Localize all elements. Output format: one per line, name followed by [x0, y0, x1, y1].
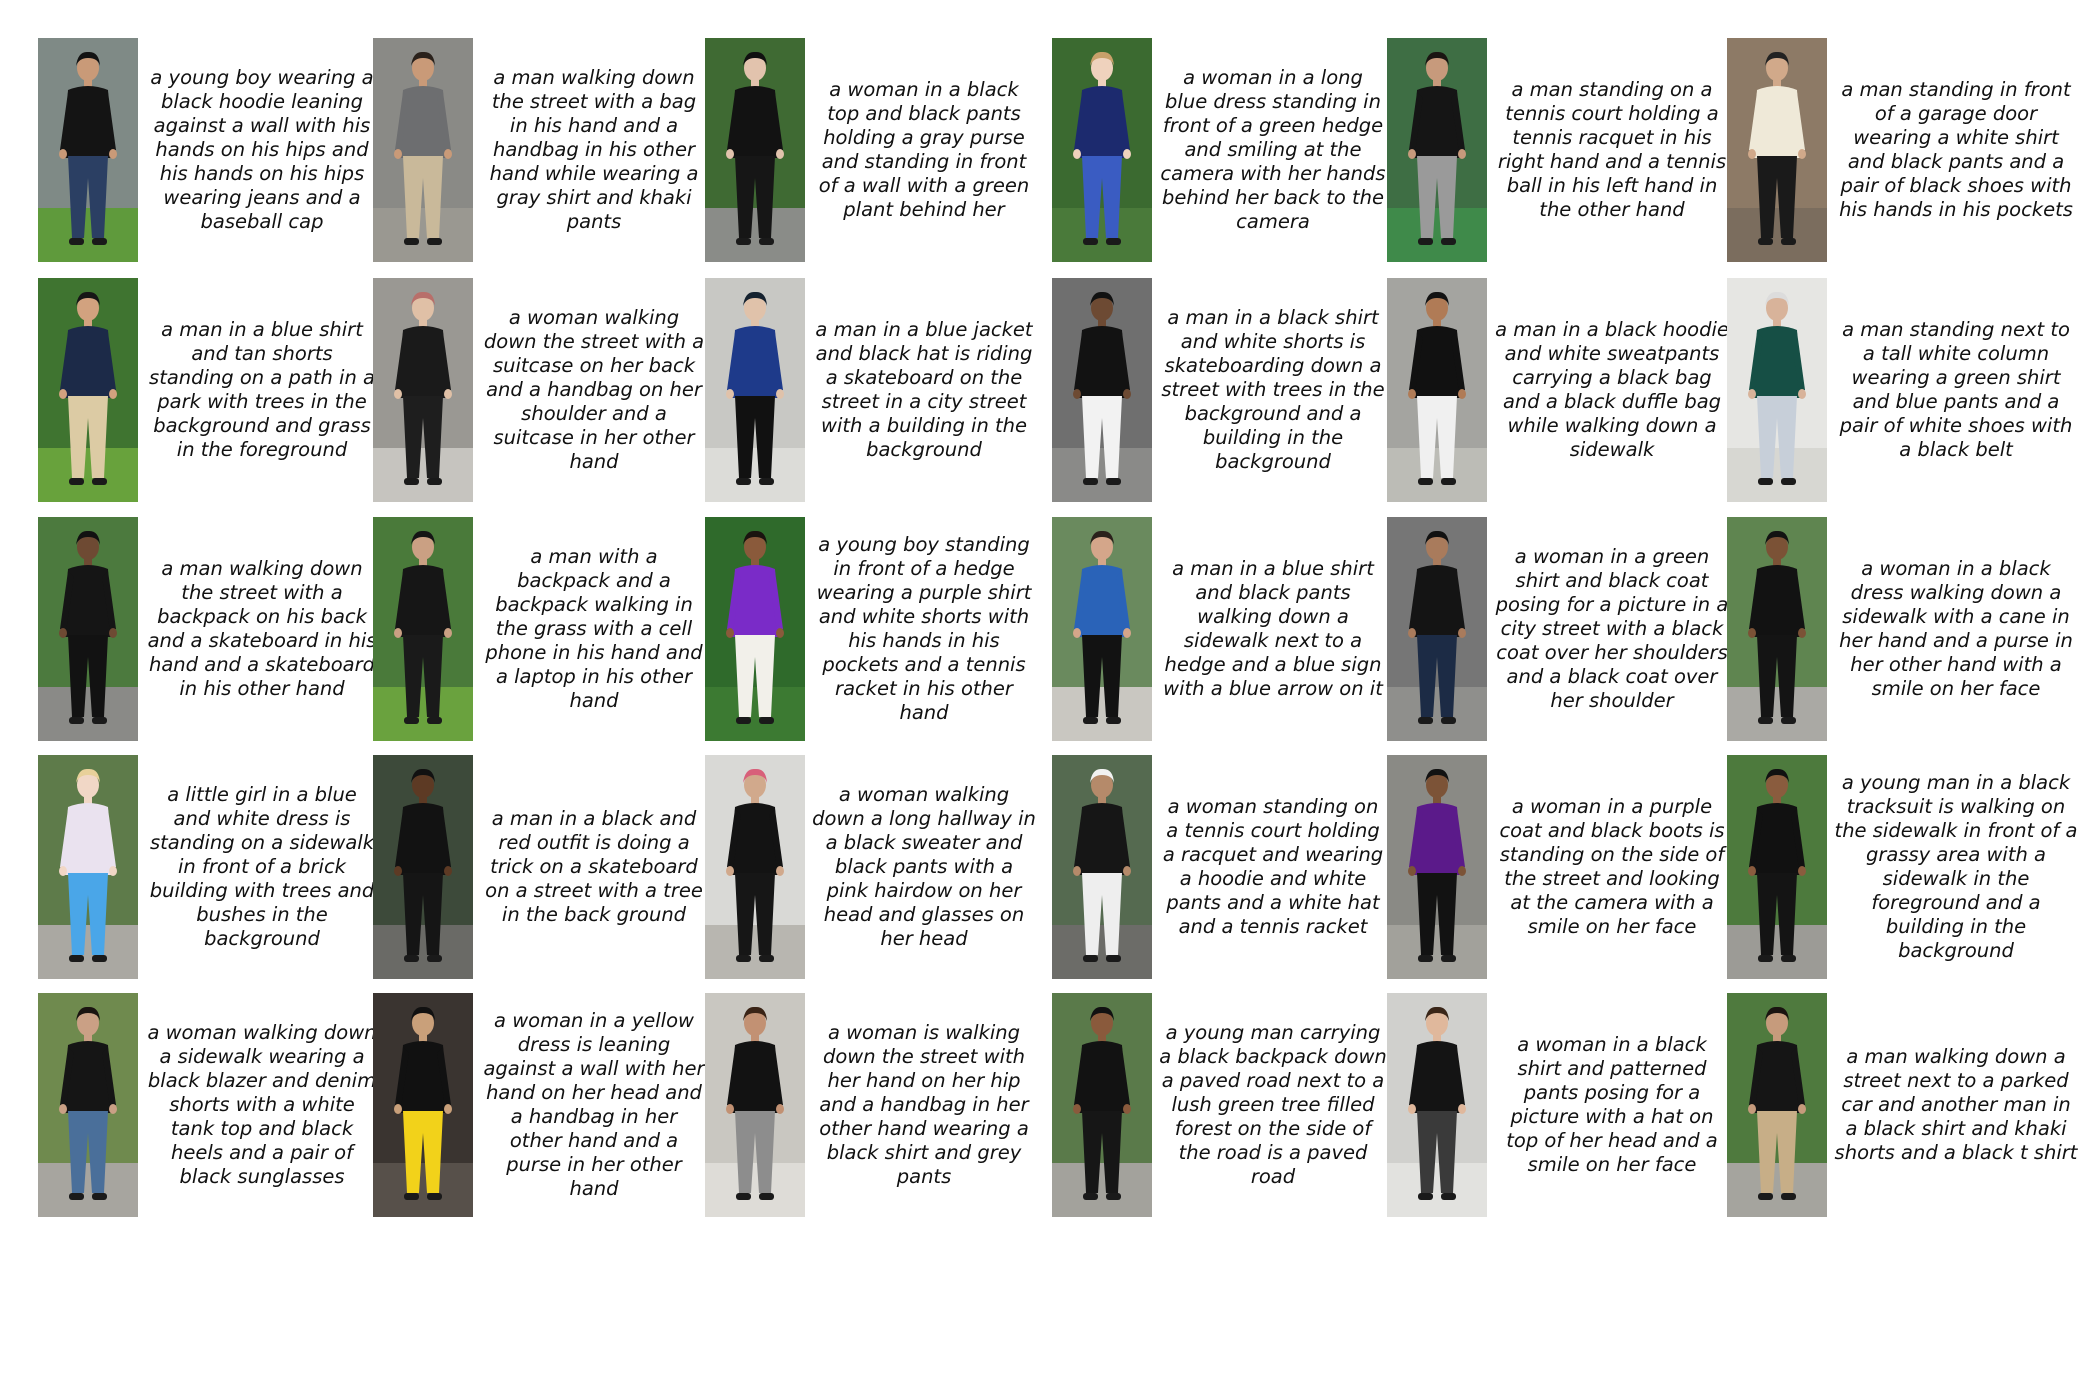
image-caption: a man standing next to a tall white colu…	[1839, 318, 2073, 461]
person-photo-thumbnail	[705, 993, 805, 1217]
image-caption: a woman walking down the street with a s…	[483, 306, 705, 473]
person-photo-thumbnail	[1052, 755, 1152, 979]
person-photo-thumbnail	[705, 517, 805, 741]
image-caption: a woman in a black shirt and patterned p…	[1506, 1033, 1718, 1176]
image-caption: a man in a black hoodie and white sweatp…	[1495, 318, 1729, 461]
image-caption: a woman is walking down the street with …	[819, 1021, 1029, 1188]
person-photo-thumbnail	[1387, 278, 1487, 502]
person-photo-thumbnail	[1727, 993, 1827, 1217]
image-caption: a young boy standing in front of a hedge…	[816, 533, 1032, 724]
person-photo-thumbnail	[38, 517, 138, 741]
person-photo-thumbnail	[1387, 517, 1487, 741]
image-caption: a woman walking down a long hallway in a…	[812, 783, 1036, 950]
image-caption: a man walking down the street with a bag…	[489, 66, 699, 233]
person-photo-thumbnail	[1387, 38, 1487, 262]
person-photo-thumbnail	[1727, 278, 1827, 502]
person-photo-thumbnail	[1727, 38, 1827, 262]
person-photo-thumbnail	[1387, 755, 1487, 979]
image-caption: a man walking down a street next to a pa…	[1834, 1045, 2078, 1164]
person-photo-thumbnail	[373, 38, 473, 262]
image-caption: a man walking down the street with a bac…	[147, 557, 377, 700]
person-photo-thumbnail	[1052, 38, 1152, 262]
image-caption: a young boy wearing a black hoodie leani…	[150, 66, 374, 233]
image-caption: a man in a blue jacket and black hat is …	[815, 318, 1033, 461]
person-photo-thumbnail	[373, 278, 473, 502]
image-caption: a woman in a long blue dress standing in…	[1160, 66, 1386, 233]
person-photo-thumbnail	[705, 38, 805, 262]
person-photo-thumbnail	[1052, 993, 1152, 1217]
person-photo-thumbnail	[705, 278, 805, 502]
image-caption: a man in a blue shirt and black pants wa…	[1163, 557, 1383, 700]
image-caption: a woman in a yellow dress is leaning aga…	[483, 1009, 705, 1200]
person-photo-thumbnail	[38, 38, 138, 262]
person-photo-thumbnail	[1052, 278, 1152, 502]
image-caption: a man in a black shirt and white shorts …	[1161, 306, 1385, 473]
image-caption: a young man in a black tracksuit is walk…	[1834, 771, 2078, 962]
image-caption: a man standing on a tennis court holding…	[1497, 78, 1727, 221]
image-caption: a woman in a purple coat and black boots…	[1499, 795, 1725, 938]
person-photo-thumbnail	[1052, 517, 1152, 741]
image-caption: a man in a blue shirt and tan shorts sta…	[149, 318, 375, 461]
image-caption: a woman standing on a tennis court holdi…	[1162, 795, 1384, 938]
person-photo-thumbnail	[373, 755, 473, 979]
person-photo-thumbnail	[373, 993, 473, 1217]
image-caption: a woman in a black dress walking down a …	[1839, 557, 2073, 700]
person-photo-thumbnail	[373, 517, 473, 741]
person-photo-thumbnail	[1387, 993, 1487, 1217]
person-photo-thumbnail	[1727, 517, 1827, 741]
image-caption: a woman walking down a sidewalk wearing …	[147, 1021, 377, 1188]
person-photo-thumbnail	[1727, 755, 1827, 979]
person-photo-thumbnail	[38, 278, 138, 502]
person-photo-thumbnail	[705, 755, 805, 979]
image-caption: a little girl in a blue and white dress …	[149, 783, 375, 950]
image-caption: a woman in a black top and black pants h…	[818, 78, 1030, 221]
image-caption: a man standing in front of a garage door…	[1839, 78, 2073, 221]
person-photo-thumbnail	[38, 993, 138, 1217]
image-caption: a man with a backpack and a backpack wal…	[485, 545, 703, 712]
image-caption: a young man carrying a black backpack do…	[1159, 1021, 1387, 1188]
person-photo-thumbnail	[38, 755, 138, 979]
image-caption: a woman in a green shirt and black coat …	[1495, 545, 1729, 712]
image-caption: a man in a black and red outfit is doing…	[485, 807, 703, 926]
